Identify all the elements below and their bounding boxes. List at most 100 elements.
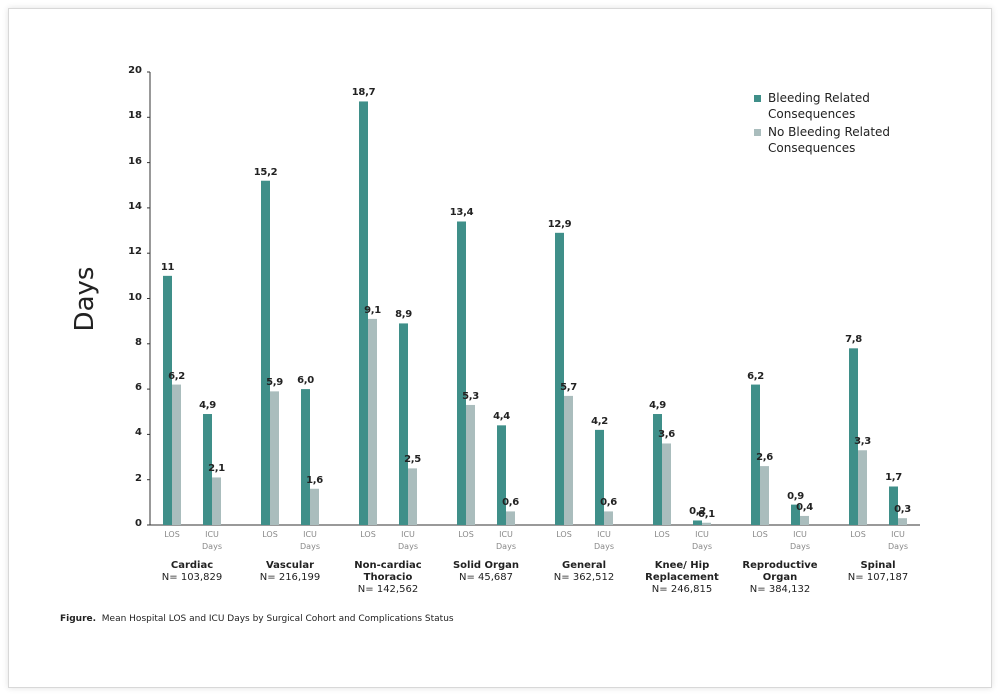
x-tick-label: LOS — [654, 530, 670, 539]
x-tick-label: LOS — [752, 530, 768, 539]
y-tick-label: 4 — [135, 427, 142, 439]
bar — [172, 384, 181, 525]
group-n: N= 246,815 — [651, 584, 713, 595]
value-label: 0,4 — [796, 501, 813, 513]
group-label: Reproductive Organ — [742, 560, 818, 583]
bar — [212, 477, 221, 525]
value-label: 8,9 — [395, 309, 412, 321]
bar — [898, 518, 907, 525]
value-label: 15,2 — [253, 166, 278, 178]
value-label: 3,3 — [854, 436, 871, 448]
bar — [653, 414, 662, 525]
bar — [858, 450, 867, 525]
group-label: Solid Organ — [452, 560, 520, 571]
bar — [760, 466, 769, 525]
x-tick-label: ICU Days — [398, 530, 418, 551]
group-n: N= 384,132 — [749, 584, 811, 595]
x-tick-label: ICU Days — [790, 530, 810, 551]
value-label: 12,9 — [547, 218, 572, 230]
value-label: 5,7 — [560, 381, 577, 393]
bar — [604, 511, 613, 525]
bar — [203, 414, 212, 525]
y-tick-label: 18 — [128, 110, 142, 122]
bar — [751, 384, 760, 525]
value-label: 18,7 — [351, 87, 376, 99]
legend-swatch — [754, 95, 761, 102]
value-label: 9,1 — [364, 304, 381, 316]
bar — [261, 180, 270, 525]
value-label: 5,9 — [266, 377, 283, 389]
x-tick-label: LOS — [556, 530, 572, 539]
value-label: 7,8 — [845, 334, 862, 346]
group-n: N= 362,512 — [553, 572, 615, 583]
y-tick-label: 20 — [128, 65, 142, 76]
value-label: 2,5 — [404, 454, 421, 466]
bar — [791, 504, 800, 525]
bar — [506, 511, 515, 525]
bar — [301, 389, 310, 525]
legend-label: Bleeding Related Consequences — [768, 91, 870, 121]
value-label: 3,6 — [658, 429, 675, 441]
x-tick-label: LOS — [458, 530, 474, 539]
bar — [662, 443, 671, 525]
x-tick-label: LOS — [164, 530, 180, 539]
group-n: N= 107,187 — [847, 572, 909, 583]
bar — [368, 318, 377, 525]
value-label: 4,9 — [649, 400, 666, 411]
x-tick-label: ICU Days — [594, 530, 614, 551]
x-tick-label: ICU Days — [888, 530, 908, 551]
bar — [457, 221, 466, 526]
value-label: 1,6 — [306, 474, 323, 486]
bar — [564, 395, 573, 525]
bar — [555, 232, 564, 525]
group-label: Spinal — [860, 560, 896, 571]
value-label: 11 — [160, 261, 175, 273]
caption-text: Mean Hospital LOS and ICU Days by Surgic… — [101, 614, 454, 624]
value-label: 13,4 — [449, 207, 474, 219]
group-label: Vascular — [265, 560, 315, 571]
y-tick-label: 12 — [128, 246, 142, 258]
value-label: 6,2 — [168, 370, 185, 382]
bar — [408, 468, 417, 525]
value-label: 2,6 — [756, 452, 773, 464]
bar — [310, 488, 319, 525]
value-label: 5,3 — [462, 390, 479, 402]
group-n: N= 103,829 — [161, 572, 223, 583]
group-n: N= 216,199 — [259, 572, 321, 583]
group-n: N= 142,562 — [357, 584, 419, 595]
value-label: 0,2 — [689, 506, 706, 518]
bar — [702, 522, 711, 525]
y-tick-label: 16 — [128, 155, 142, 167]
x-tick-label: ICU Days — [300, 530, 320, 551]
value-label: 4,2 — [591, 415, 608, 427]
bar — [163, 275, 172, 525]
group-label: Knee/ Hip Replacement — [645, 560, 719, 583]
caption-label: Figure. — [60, 614, 97, 624]
value-label: 4,9 — [199, 400, 216, 411]
value-label: 0,6 — [502, 497, 519, 509]
bar — [466, 404, 475, 525]
x-tick-label: LOS — [262, 530, 278, 539]
y-tick-label: 0 — [135, 518, 142, 529]
value-label: 6,2 — [747, 370, 764, 382]
x-tick-label: ICU Days — [496, 530, 516, 551]
y-tick-label: 6 — [135, 382, 142, 394]
value-label: 0,1 — [698, 508, 715, 520]
value-label: 0,9 — [787, 490, 804, 502]
bar — [800, 515, 809, 525]
bar — [399, 323, 408, 525]
value-label: 0,3 — [894, 504, 911, 516]
value-label: 0,6 — [600, 497, 617, 509]
x-tick-label: LOS — [360, 530, 376, 539]
bar — [595, 429, 604, 525]
y-axis-label: Days — [70, 266, 100, 332]
bar — [849, 348, 858, 525]
x-tick-label: ICU Days — [202, 530, 222, 551]
value-label: 6,0 — [297, 375, 314, 387]
group-n: N= 45,687 — [458, 572, 514, 583]
value-label: 2,1 — [208, 463, 225, 475]
legend-swatch — [754, 129, 761, 136]
group-label: General — [562, 560, 606, 571]
value-label: 1,7 — [885, 472, 902, 484]
